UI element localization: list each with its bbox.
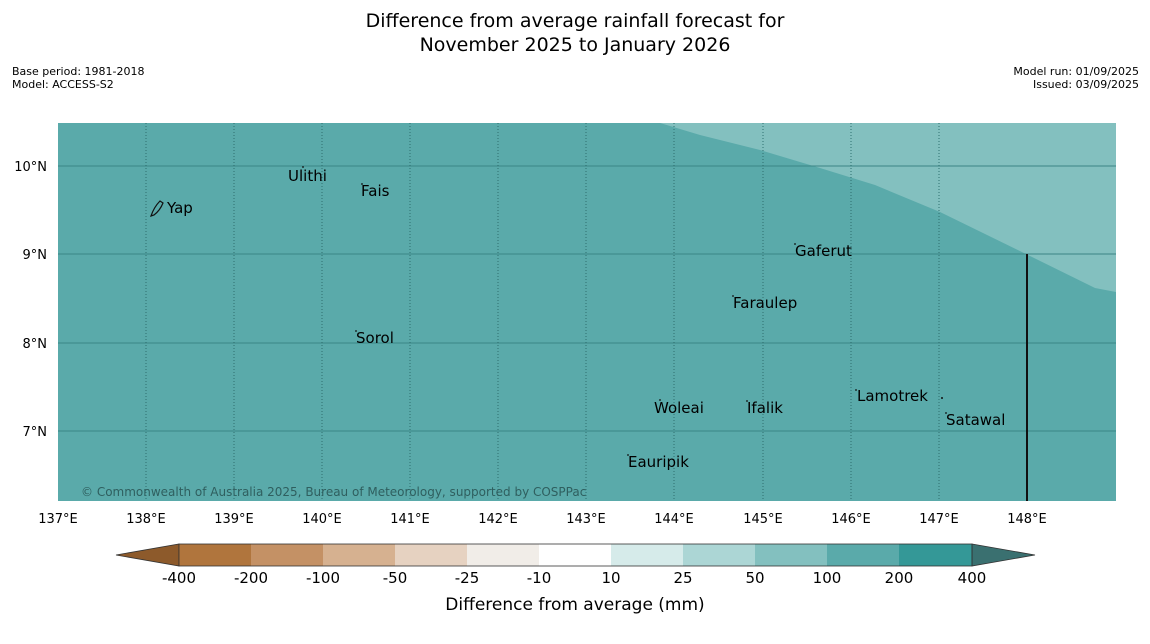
- place-fais: Fais: [361, 182, 390, 200]
- lat-tick-7n: 7°N: [23, 425, 48, 440]
- island-dot-woleai: [659, 399, 661, 401]
- yap-island-outline: [150, 200, 164, 217]
- cb-label-8: 25: [673, 569, 692, 587]
- longitude-ticks: 137°E 138°E 139°E 140°E 141°E 142°E 143°…: [38, 512, 1047, 527]
- colorbar-segment-1: [179, 544, 251, 566]
- cb-label-2: -200: [234, 569, 268, 587]
- island-dot-satawal: [945, 412, 947, 414]
- map-panel: Ulithi Fais Yap Gaferut Faraulep Sorol W…: [58, 123, 1116, 501]
- colorbar-segment-2: [251, 544, 323, 566]
- place-gaferut: Gaferut: [795, 242, 852, 260]
- lon-tick-143e: 143°E: [566, 512, 606, 527]
- model-run: Model run: 01/09/2025: [1013, 65, 1139, 78]
- cb-label-7: 10: [601, 569, 620, 587]
- place-woleai: Woleai: [654, 399, 704, 417]
- colorbar-segment-6: [539, 544, 611, 566]
- island-dot-fais: [361, 183, 363, 185]
- colorbar-segment-3: [323, 544, 395, 566]
- place-lamotrek: Lamotrek: [857, 387, 928, 405]
- colorbar-labels: -400 -200 -100 -50 -25 -10 10 25 50 100 …: [162, 569, 986, 587]
- colorbar-segment-5: [467, 544, 539, 566]
- anomaly-field-lighter: [660, 123, 1116, 292]
- lon-tick-147e: 147°E: [919, 512, 959, 527]
- place-sorol: Sorol: [356, 329, 394, 347]
- map-title: Difference from average rainfall forecas…: [0, 9, 1150, 57]
- longitude-gridlines: [145, 123, 940, 501]
- cb-label-10: 100: [813, 569, 842, 587]
- lon-tick-142e: 142°E: [478, 512, 518, 527]
- cb-label-9: 50: [745, 569, 764, 587]
- model-name: Model: ACCESS-S2: [12, 78, 114, 91]
- colorbar-extend-high: [971, 543, 1036, 567]
- place-eauripik: Eauripik: [628, 453, 689, 471]
- cb-label-12: 400: [958, 569, 987, 587]
- place-yap: Yap: [166, 199, 193, 217]
- island-dot-ifalik: [746, 400, 748, 402]
- latitude-ticks: 10°N 9°N 8°N 7°N: [14, 160, 47, 440]
- lon-tick-145e: 145°E: [743, 512, 783, 527]
- place-ifalik: Ifalik: [747, 399, 783, 417]
- place-labels: Ulithi Fais Yap Gaferut Faraulep Sorol W…: [166, 167, 1005, 471]
- colorbar-segment-7: [611, 544, 683, 566]
- island-dot-sorol: [355, 330, 357, 332]
- title-line-2: November 2025 to January 2026: [419, 34, 731, 56]
- place-satawal: Satawal: [946, 411, 1005, 429]
- base-period: Base period: 1981-2018: [12, 65, 145, 78]
- colorbar: -400 -200 -100 -50 -25 -10 10 25 50 100 …: [115, 543, 1036, 615]
- lon-tick-144e: 144°E: [654, 512, 694, 527]
- lon-tick-148e: 148°E: [1007, 512, 1047, 527]
- place-ulithi: Ulithi: [288, 167, 327, 185]
- cb-label-11: 200: [885, 569, 914, 587]
- title-line-1: Difference from average rainfall forecas…: [365, 10, 785, 32]
- cb-label-1: -400: [162, 569, 196, 587]
- colorbar-extend-low: [115, 543, 180, 567]
- lat-tick-9n: 9°N: [23, 248, 48, 263]
- cb-label-3: -100: [306, 569, 340, 587]
- island-dots: [302, 166, 947, 456]
- issued-date: Issued: 03/09/2025: [1032, 78, 1139, 91]
- colorbar-segment-10: [827, 544, 899, 566]
- lon-tick-139e: 139°E: [214, 512, 254, 527]
- lon-tick-141e: 141°E: [390, 512, 430, 527]
- meta-left: Base period: 1981-2018 Model: ACCESS-S2: [12, 65, 144, 91]
- lon-tick-140e: 140°E: [302, 512, 342, 527]
- lat-tick-8n: 8°N: [23, 337, 48, 352]
- cb-label-5: -25: [455, 569, 480, 587]
- colorbar-segment-9: [755, 544, 827, 566]
- colorbar-title: Difference from average (mm): [445, 595, 704, 615]
- cb-label-6: -10: [527, 569, 552, 587]
- island-dot-faraulep: [732, 295, 734, 297]
- colorbar-frame: [178, 543, 973, 567]
- colorbar-segment-11: [899, 544, 972, 566]
- island-dot-lamotrek: [855, 389, 857, 391]
- lon-tick-138e: 138°E: [126, 512, 166, 527]
- meta-right: Model run: 01/09/2025 Issued: 03/09/2025: [1013, 65, 1139, 91]
- cb-label-4: -50: [383, 569, 408, 587]
- island-dot-elato: [941, 397, 943, 399]
- island-dot-ulithi: [302, 166, 304, 168]
- copyright-credit: © Commonwealth of Australia 2025, Bureau…: [81, 485, 586, 499]
- island-dot-gaferut: [794, 243, 796, 245]
- island-dot-eauripik: [627, 454, 629, 456]
- place-faraulep: Faraulep: [733, 294, 797, 312]
- colorbar-segment-4: [395, 544, 467, 566]
- lat-tick-10n: 10°N: [14, 160, 47, 175]
- lon-tick-137e: 137°E: [38, 512, 78, 527]
- lon-tick-146e: 146°E: [831, 512, 871, 527]
- colorbar-segment-8: [683, 544, 755, 566]
